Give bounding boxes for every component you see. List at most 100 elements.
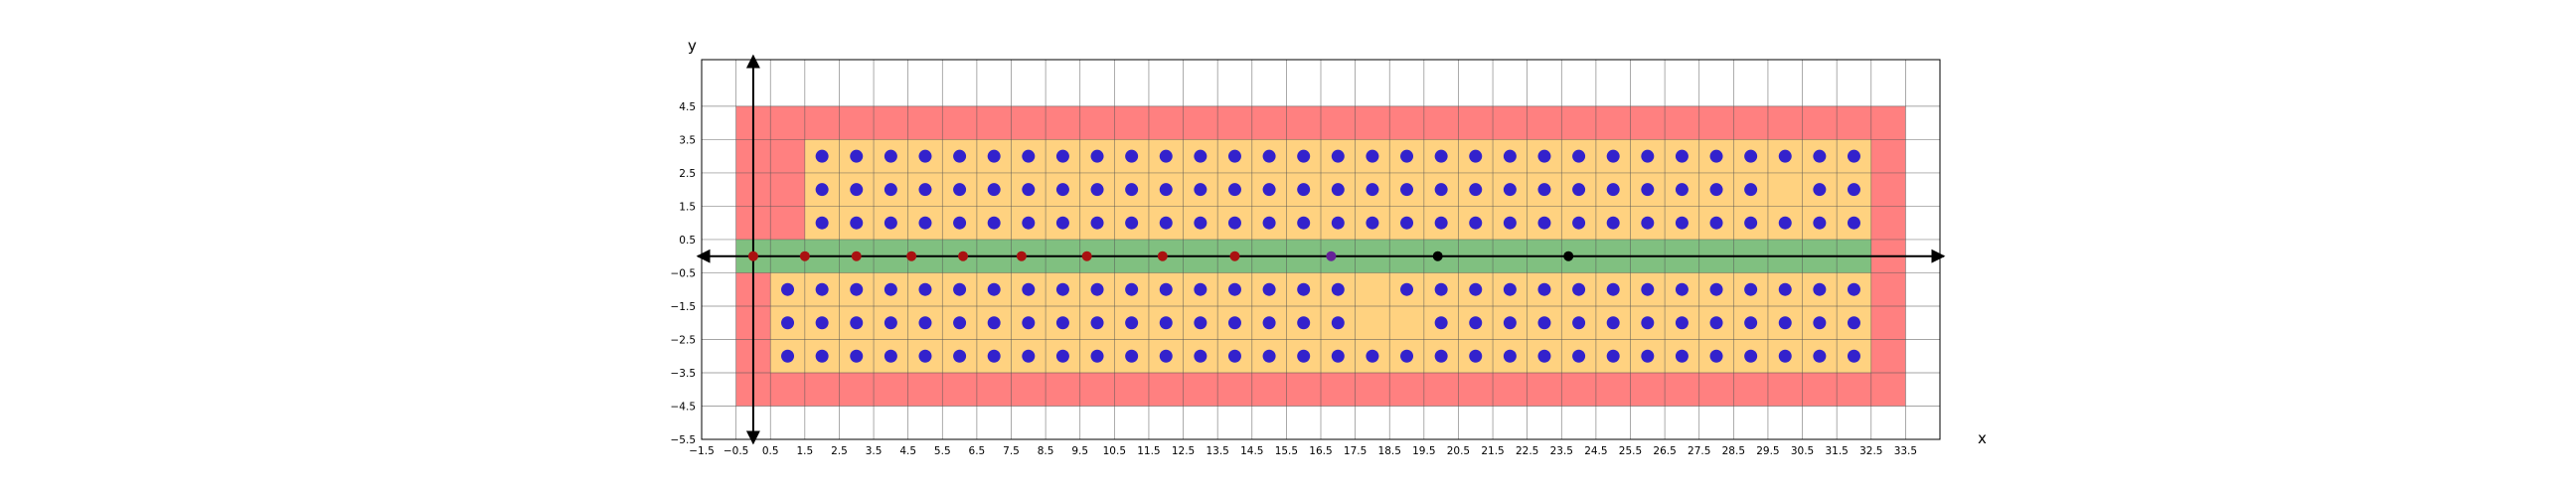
blue-point (1744, 183, 1758, 197)
blue-point (884, 149, 897, 163)
blue-point (1125, 316, 1139, 330)
blue-point (1055, 216, 1069, 230)
blue-point (1537, 316, 1551, 330)
blue-point (781, 282, 795, 296)
blue-point (1675, 183, 1689, 197)
blue-point (815, 316, 829, 330)
blue-point (1194, 216, 1208, 230)
y-axis-label: y (688, 37, 697, 55)
blue-point (1469, 316, 1483, 330)
blue-point (1572, 216, 1586, 230)
blue-point (1847, 149, 1860, 163)
blue-point (1744, 216, 1758, 230)
blue-point (1572, 282, 1586, 296)
blue-point (815, 349, 829, 363)
blue-point (918, 349, 932, 363)
x-tick-label: 9.5 (1071, 445, 1088, 457)
blue-point (1778, 282, 1792, 296)
x-tick-label: −1.5 (689, 445, 715, 457)
blue-point (1366, 183, 1379, 197)
blue-point (1641, 183, 1655, 197)
blue-point (1709, 149, 1723, 163)
blue-point (1297, 216, 1311, 230)
blue-point (1537, 282, 1551, 296)
blue-point (1400, 349, 1414, 363)
blue-point (1194, 349, 1208, 363)
blue-point (1572, 183, 1586, 197)
y-tick-label: −1.5 (671, 301, 697, 313)
blue-point (1022, 149, 1036, 163)
blue-point (1606, 149, 1620, 163)
blue-point (1227, 149, 1241, 163)
x-tick-label: 32.5 (1859, 445, 1882, 457)
blue-point (1159, 316, 1173, 330)
blue-point (1847, 282, 1860, 296)
y-tick-label: 1.5 (679, 201, 696, 213)
blue-point (1262, 316, 1276, 330)
blue-point (1503, 216, 1517, 230)
blue-point (884, 216, 897, 230)
y-tick-label: 3.5 (679, 134, 696, 146)
y-tick-label: −3.5 (671, 368, 697, 380)
blue-point (1537, 149, 1551, 163)
x-tick-label: 29.5 (1756, 445, 1779, 457)
red-point (958, 250, 969, 261)
blue-point (1090, 316, 1104, 330)
blue-point (1503, 349, 1517, 363)
blue-point (1434, 349, 1448, 363)
blue-point (1572, 149, 1586, 163)
blue-point (1572, 316, 1586, 330)
x-tick-label: 27.5 (1688, 445, 1710, 457)
blue-point (918, 149, 932, 163)
blue-point (1744, 282, 1758, 296)
blue-point (1194, 316, 1208, 330)
y-tick-label: −0.5 (671, 267, 697, 279)
x-tick-label: 31.5 (1825, 445, 1848, 457)
red-point (851, 250, 862, 261)
blue-point (1331, 183, 1345, 197)
blue-point (781, 349, 795, 363)
blue-point (1400, 282, 1414, 296)
red-point (799, 250, 810, 261)
x-tick-label: 30.5 (1791, 445, 1814, 457)
blue-point (1434, 316, 1448, 330)
blue-point (1813, 183, 1827, 197)
blue-point (1537, 183, 1551, 197)
blue-point (1022, 316, 1036, 330)
blue-point (1813, 349, 1827, 363)
red-point (1081, 250, 1092, 261)
blue-point (1503, 316, 1517, 330)
x-tick-label: 2.5 (831, 445, 848, 457)
blue-point (1262, 282, 1276, 296)
x-tick-label: −0.5 (724, 445, 749, 457)
blue-point (1194, 149, 1208, 163)
data-points (747, 149, 1860, 363)
y-tick-label: −5.5 (671, 434, 697, 446)
blue-point (850, 282, 864, 296)
blue-point (1675, 282, 1689, 296)
x-tick-label: 33.5 (1894, 445, 1917, 457)
blue-point (1262, 149, 1276, 163)
blue-point (1778, 216, 1792, 230)
blue-point (1744, 316, 1758, 330)
blue-point (1778, 349, 1792, 363)
blue-point (1090, 349, 1104, 363)
blue-point (953, 149, 967, 163)
blue-point (1227, 349, 1241, 363)
blue-point (1297, 149, 1311, 163)
x-tick-label: 5.5 (934, 445, 951, 457)
x-tick-label: 15.5 (1275, 445, 1298, 457)
blue-point (1709, 183, 1723, 197)
blue-point (918, 282, 932, 296)
blue-point (1709, 282, 1723, 296)
blue-point (1022, 183, 1036, 197)
blue-point (1297, 349, 1311, 363)
blue-point (1744, 149, 1758, 163)
blue-point (1606, 316, 1620, 330)
blue-point (1366, 216, 1379, 230)
blue-point (1813, 216, 1827, 230)
blue-point (1400, 216, 1414, 230)
x-tick-label: 16.5 (1309, 445, 1332, 457)
x-tick-label: 0.5 (762, 445, 779, 457)
